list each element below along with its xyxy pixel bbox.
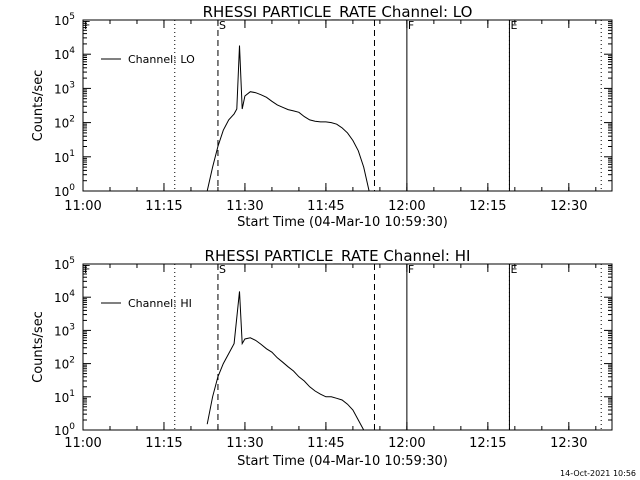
x-tick-label: 11:45 xyxy=(307,436,344,451)
plot-frame xyxy=(82,263,613,431)
y-tick-label: 102 xyxy=(54,115,75,131)
y-tick-label: 103 xyxy=(54,80,75,96)
chart-title: RHESSI PARTICLE_RATE Channel: LO xyxy=(203,3,473,22)
y-axis-label: Counts/sec xyxy=(31,70,46,142)
y-tick-label: 105 xyxy=(54,12,75,28)
footer-timestamp: 14-Oct-2021 10:56 xyxy=(560,469,636,478)
x-tick-label: 11:15 xyxy=(145,199,182,214)
legend-label: Channel: HI xyxy=(128,297,192,310)
plot-frame xyxy=(82,19,613,192)
x-tick-label: 11:45 xyxy=(307,199,344,214)
marker-label: E xyxy=(510,263,517,276)
marker-label: F xyxy=(84,263,90,276)
y-tick-label: 100 xyxy=(54,183,75,199)
y-tick-label: 101 xyxy=(54,389,75,405)
series-line xyxy=(206,291,365,431)
x-tick-label: 12:30 xyxy=(550,436,587,451)
chart-title: RHESSI PARTICLE_RATE Channel: HI xyxy=(205,247,471,266)
legend-label: Channel: LO xyxy=(128,53,195,66)
x-axis-label: Start Time (04-Mar-10 10:59:30) xyxy=(237,215,448,230)
x-tick-label: 11:00 xyxy=(64,199,101,214)
y-tick-label: 102 xyxy=(54,356,75,372)
y-tick-label: 105 xyxy=(54,256,75,272)
chart-panel-2: RHESSI PARTICLE_RATE Channel: HI 11:00 11:… xyxy=(31,247,613,469)
y-tick-label: 101 xyxy=(54,149,75,165)
y-axis-label: Counts/sec xyxy=(31,311,46,383)
x-tick-label: 12:15 xyxy=(469,199,506,214)
y-tick-label: 104 xyxy=(54,289,75,305)
marker-label: F xyxy=(408,19,414,32)
x-tick-label: 12:00 xyxy=(388,436,425,451)
marker-label: E xyxy=(510,19,517,32)
marker-label: F xyxy=(408,263,414,276)
x-tick-label: 11:30 xyxy=(226,199,263,214)
x-tick-label: 12:15 xyxy=(469,436,506,451)
x-tick-label: 12:00 xyxy=(388,199,425,214)
y-tick-label: 103 xyxy=(54,322,75,338)
marker-label: F xyxy=(84,19,90,32)
x-tick-label: 11:00 xyxy=(64,436,101,451)
chart-panel-1: RHESSI PARTICLE_RATE Channel: LO 11:00 11:… xyxy=(31,3,613,230)
marker-label: S xyxy=(219,263,226,276)
marker-label: S xyxy=(219,19,226,32)
x-tick-label: 11:15 xyxy=(145,436,182,451)
y-tick-label: 104 xyxy=(54,46,75,62)
x-axis-label: Start Time (04-Mar-10 10:59:30) xyxy=(237,454,448,469)
x-tick-label: 12:30 xyxy=(550,199,587,214)
series-line xyxy=(206,45,370,192)
x-tick-label: 11:30 xyxy=(226,436,263,451)
